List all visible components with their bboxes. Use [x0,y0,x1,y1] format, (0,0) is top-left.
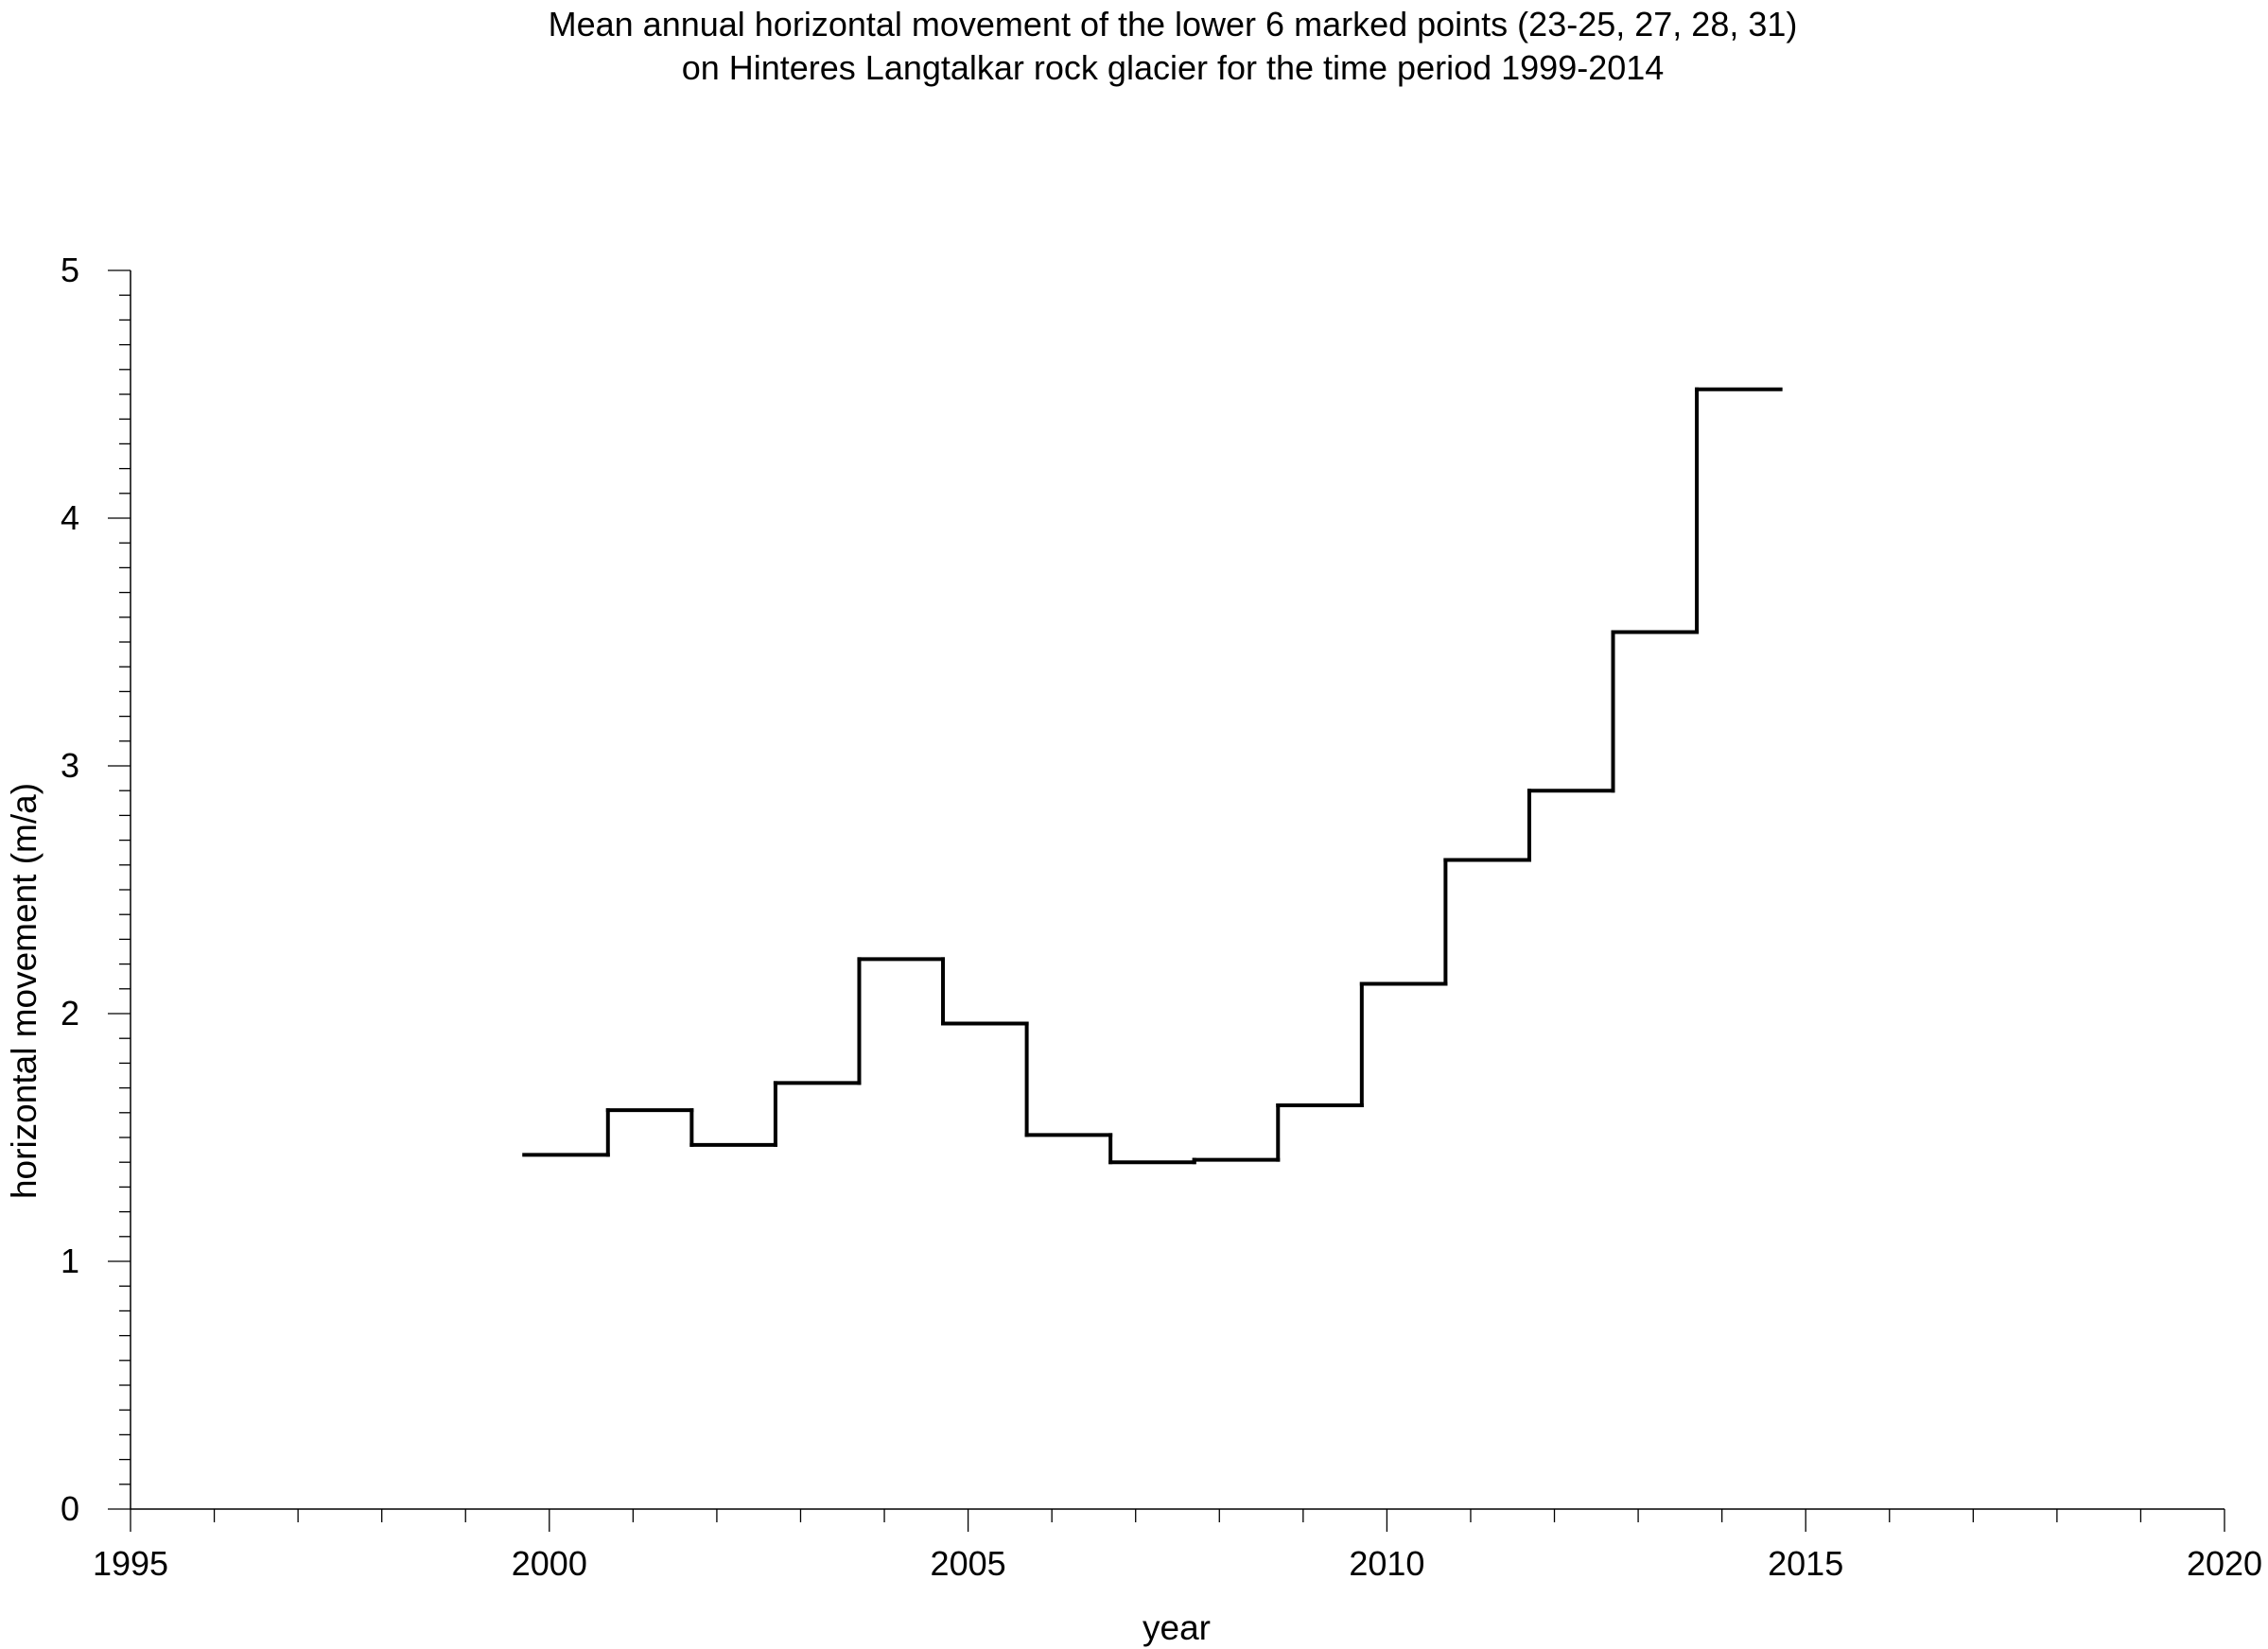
axes [130,270,2224,1510]
x-tick-label: 2000 [512,1544,587,1583]
y-tick-label: 5 [61,251,79,289]
chart-title-line-2: on Hinteres Langtalkar rock glacier for … [682,48,1665,87]
x-tick-label: 2005 [931,1544,1006,1583]
y-tick-label: 3 [61,746,79,785]
chart-title-line-1: Mean annual horizontal movement of the l… [549,5,1798,43]
x-tick-label: 1995 [93,1544,168,1583]
y-axis-title: horizontal movement (m/a) [5,783,44,1199]
y-tick-label: 0 [61,1489,79,1528]
x-tick-label: 2015 [1768,1544,1843,1583]
tick-labels: 1995 2000 2005 2010 2015 2020 0 1 2 3 4 5 [61,251,2262,1583]
x-axis-title: year [1143,1608,1211,1647]
y-tick-label: 2 [61,994,79,1033]
y-tick-label: 1 [61,1241,79,1280]
tick-marks [108,269,2225,1532]
x-tick-label: 2010 [1349,1544,1424,1583]
series-layer [522,387,1783,1165]
y-tick-label: 4 [61,498,79,537]
x-tick-label: 2020 [2187,1544,2262,1583]
